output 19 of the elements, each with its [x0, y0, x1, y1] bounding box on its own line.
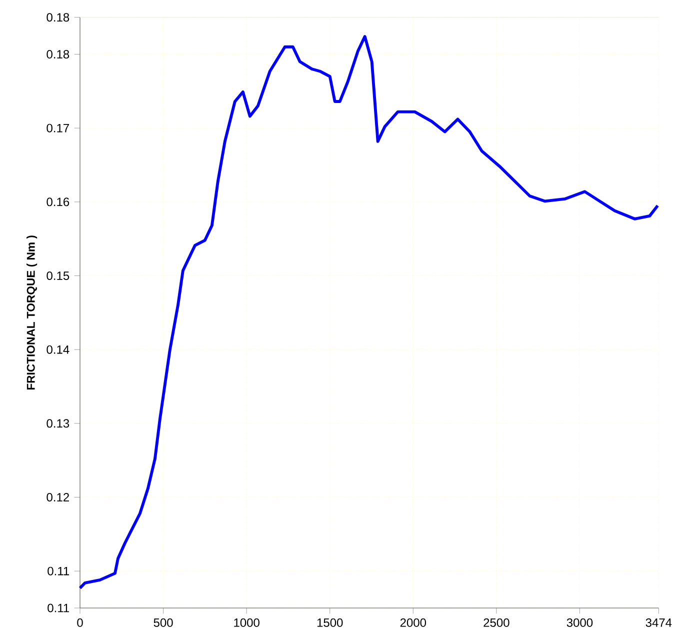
y-tick-label: 0.16 [46, 198, 70, 206]
x-tick-label: 3000 [566, 618, 593, 627]
y-tick-label: 0.15 [46, 271, 70, 280]
y-tick-label: 0.11 [48, 566, 70, 576]
y-tick-label: 0.12 [46, 492, 69, 502]
y-tick-label: 0.13 [46, 419, 70, 428]
x-tick-label: 2500 [484, 618, 510, 627]
y-tick-label: 0.18 [46, 13, 70, 22]
y-tick-label: 0.11 [48, 604, 70, 612]
y-tick-label: 0.14 [46, 345, 70, 354]
y-tick-label: 0.18 [46, 50, 70, 59]
y-axis-title: FRICTIONAL TORQUE ( Nm ) [26, 236, 38, 390]
x-tick-label: 1500 [317, 618, 343, 627]
y-tick-label: 0.17 [46, 124, 69, 132]
x-tick-label: 0 [77, 618, 83, 627]
x-tick-label: 1000 [234, 618, 260, 627]
x-tick-label: 2000 [400, 618, 426, 627]
x-tick-label: 500 [154, 618, 173, 627]
x-tick-label: 3474 [646, 618, 672, 627]
